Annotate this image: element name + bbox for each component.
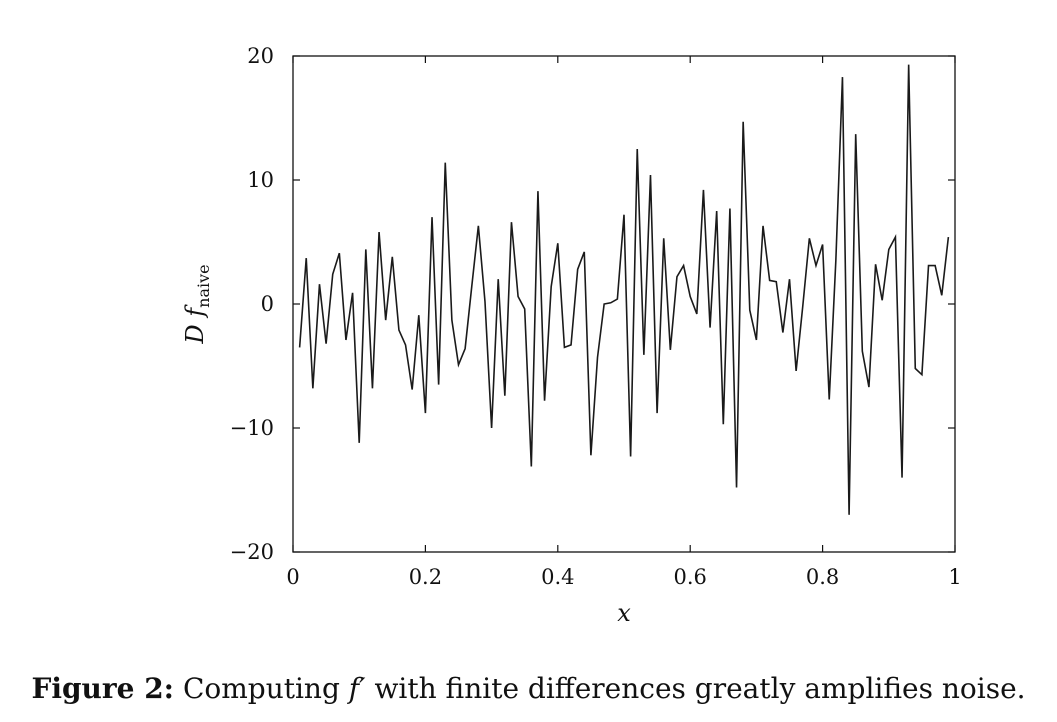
figure-caption: Figure 2: Computing f′ with finite diffe… [0, 672, 1057, 705]
caption-after: with finite differences greatly amplifie… [374, 672, 1026, 705]
x-tick-label: 0.4 [541, 565, 574, 589]
y-tick-label: −20 [230, 540, 274, 564]
caption-symbol: f′ [348, 672, 366, 705]
x-tick-label: 0.2 [409, 565, 442, 589]
y-tick-label: −10 [230, 416, 274, 440]
x-axis-label: x [617, 599, 631, 627]
series-line [298, 64, 950, 515]
caption-before: Computing [182, 672, 340, 705]
y-tick-label: 20 [247, 44, 274, 68]
x-tick-label: 0.8 [806, 565, 839, 589]
x-tick-label: 0 [286, 565, 299, 589]
plot-frame [292, 55, 956, 553]
y-tick-label: 0 [261, 292, 274, 316]
chart: 0 0.2 0.4 0.6 0.8 1 20 10 0 −10 −20 x D fnaive [181, 44, 962, 627]
x-tick-label: 0.6 [673, 565, 706, 589]
x-tick-label: 1 [948, 565, 961, 589]
axis-ticks [292, 55, 956, 553]
y-tick-label: 10 [247, 168, 274, 192]
caption-prefix: Figure 2: [31, 672, 175, 705]
y-axis-label: D fnaive [181, 264, 213, 344]
tick-labels: 0 0.2 0.4 0.6 0.8 1 20 10 0 −10 −20 [230, 44, 962, 589]
